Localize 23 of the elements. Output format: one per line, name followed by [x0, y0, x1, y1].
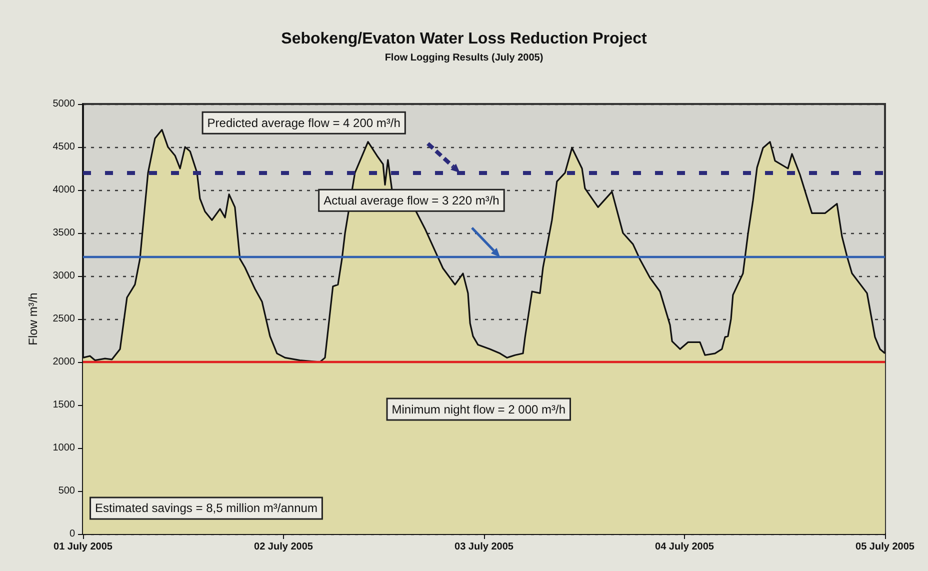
annotation: Minimum night flow = 2 000 m³/h [392, 402, 566, 416]
x-tick-label: 04 July 2005 [655, 542, 714, 552]
annotation: Actual average flow = 3 220 m³/h [324, 193, 500, 208]
x-tick-label: 01 July 2005 [54, 542, 113, 552]
y-tick-label: 500 [58, 486, 76, 496]
x-tick-label: 02 July 2005 [254, 542, 314, 552]
y-tick-label: 1000 [52, 442, 76, 454]
chart-subtitle: Flow Logging Results (July 2005) [384, 52, 544, 64]
annotation: Predicted average flow = 4 200 m³/h [207, 116, 400, 130]
y-tick-label: 4000 [52, 184, 76, 196]
y-tick-label: 1500 [52, 400, 76, 410]
y-tick-label: 2500 [52, 314, 76, 324]
y-tick-label: 0 [69, 528, 76, 540]
chart-title: Sebokeng/Evaton Water Loss Reduction Project [281, 30, 648, 48]
annotation: Estimated savings = 8,5 million m³/annum [95, 501, 318, 516]
x-tick-label: 05 July 2005 [856, 542, 915, 552]
y-tick-label: 3000 [52, 270, 76, 282]
y-tick-label: 5000 [52, 98, 76, 110]
y-tick-label: 2000 [52, 356, 76, 368]
y-tick-label: 3500 [52, 228, 76, 238]
y-axis-title: Flow m³/h [26, 292, 40, 346]
x-tick-label: 03 July 2005 [454, 542, 514, 552]
y-tick-label: 4500 [52, 142, 76, 152]
